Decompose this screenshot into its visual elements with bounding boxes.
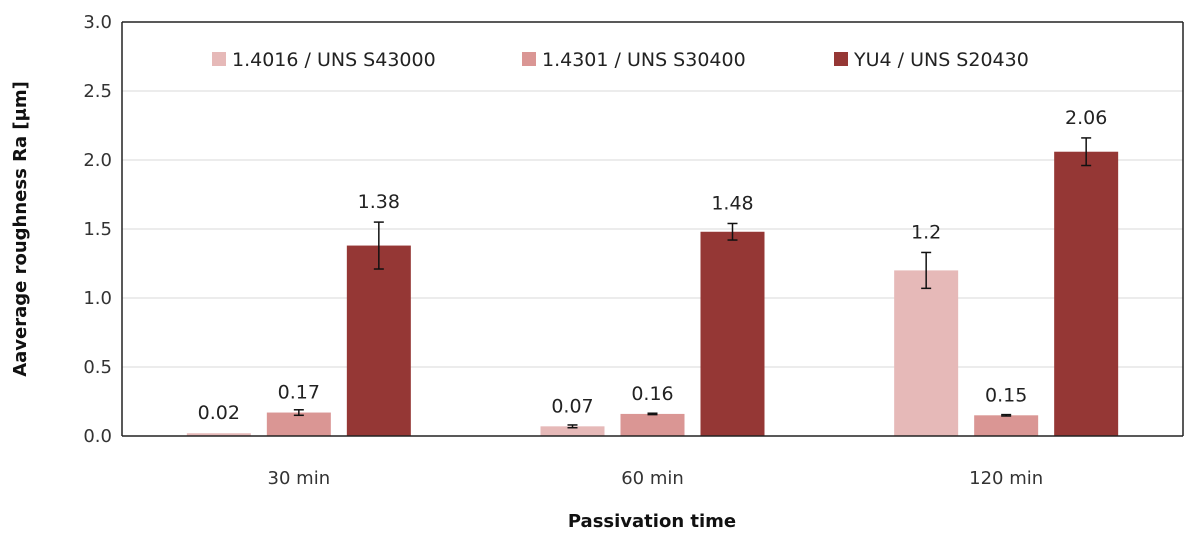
bar (266, 412, 331, 436)
data-label: 1.48 (711, 192, 753, 214)
y-tick-label: 1.5 (83, 219, 112, 240)
x-tick-label: 60 min (621, 468, 684, 489)
data-label: 0.16 (631, 383, 673, 405)
bar (700, 231, 765, 436)
legend-label: 1.4301 / UNS S30400 (542, 49, 746, 71)
bar (1054, 151, 1119, 436)
y-tick-label: 3.0 (83, 12, 112, 33)
x-axis-title: Passivation time (568, 511, 736, 532)
data-label: 1.38 (358, 191, 400, 213)
gridlines (122, 21, 1184, 436)
axes (121, 22, 1183, 437)
y-tick-label: 2.0 (83, 150, 112, 171)
bars (186, 137, 1119, 436)
data-label: 0.17 (278, 382, 320, 404)
y-tick-label: 0.0 (83, 426, 112, 447)
legend: 1.4016 / UNS S43000 1.4301 / UNS S30400 YU… (212, 49, 1029, 71)
legend-label: YU4 / UNS S20430 (853, 49, 1029, 71)
legend-swatch (834, 52, 848, 66)
legend-swatch (522, 52, 536, 66)
data-label: 0.07 (551, 395, 593, 417)
bar (974, 415, 1039, 436)
data-label: 0.15 (985, 384, 1027, 406)
y-tick-label: 0.5 (83, 357, 112, 378)
y-tick-labels: 0.0 0.5 1.0 1.5 2.0 2.5 3.0 (83, 12, 112, 447)
y-axis-title: Aaverage roughness Ra [μm] (10, 81, 31, 377)
legend-swatch (212, 52, 226, 66)
data-label: 0.02 (198, 402, 240, 424)
legend-label: 1.4016 / UNS S43000 (232, 49, 436, 71)
bar (186, 433, 251, 436)
data-label: 1.2 (911, 221, 941, 243)
bar (620, 413, 685, 436)
bar (346, 245, 411, 436)
y-tick-label: 2.5 (83, 81, 112, 102)
x-tick-label: 120 min (969, 468, 1043, 489)
x-tick-labels: 30 min 60 min 120 min (268, 468, 1044, 489)
data-labels: 0.02 0.17 1.38 0.07 0.16 1.48 1.2 0.15 2.06 (198, 107, 1108, 424)
bar (894, 270, 959, 436)
bar (540, 426, 605, 436)
y-tick-label: 1.0 (83, 288, 112, 309)
data-label: 2.06 (1065, 107, 1107, 129)
x-tick-label: 30 min (268, 468, 331, 489)
